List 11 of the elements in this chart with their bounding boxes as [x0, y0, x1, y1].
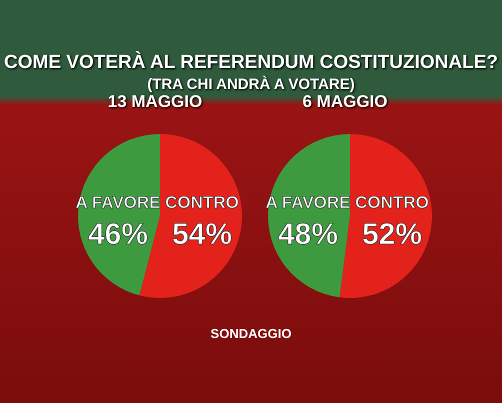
slice-label: CONTRO — [355, 193, 429, 212]
chart-title: 6 MAGGIO — [302, 92, 388, 113]
text: (TRA CHI ANDRÀ A VOTARE) — [146, 76, 356, 93]
text: SONDAGGIO — [210, 326, 292, 341]
slice-label: CONTRO — [165, 193, 239, 212]
chart-title: 13 MAGGIO — [106, 92, 204, 113]
data-label: 52% — [362, 218, 422, 251]
data-label: 46% — [88, 218, 148, 251]
data-label: 54% — [172, 218, 232, 251]
text: COME VOTERÀ AL REFERENDUM COSTITUZIONALE? — [3, 52, 499, 74]
data-label: 48% — [278, 218, 338, 251]
